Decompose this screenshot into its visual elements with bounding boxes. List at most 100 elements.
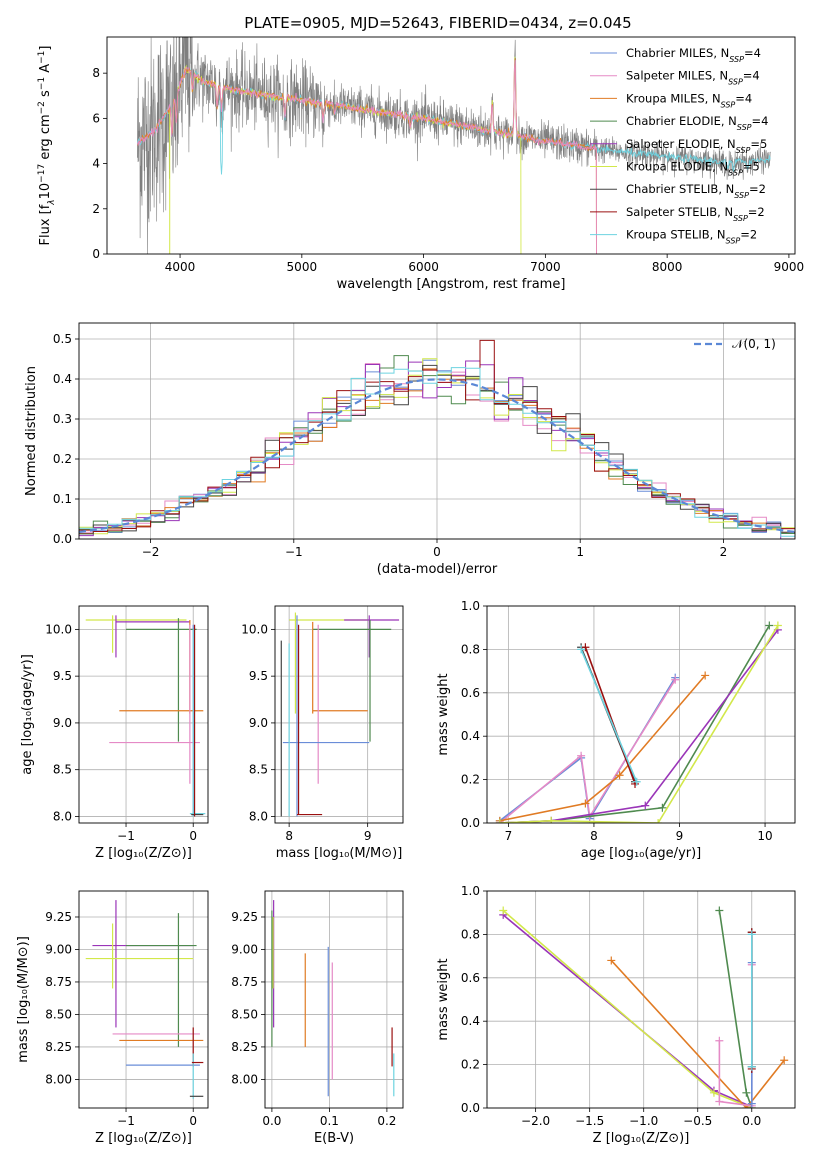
x-tick-label: 0.1 <box>320 1114 339 1128</box>
series-chabrier_elodie <box>499 625 770 823</box>
series-kroupa_stelib <box>580 649 638 783</box>
y-tick-label: 0.4 <box>53 372 72 386</box>
figure-title: PLATE=0905, MJD=52643, FIBERID=0434, z=0… <box>244 14 631 32</box>
x-axis-label: age [log₁₀(age/yr)] <box>581 846 702 861</box>
y-label-part: 10 <box>38 183 53 200</box>
marker-kroupa_elodie <box>654 819 663 823</box>
mass-vs-Z-panel: −1 0 8.00 8.25 8.50 8.75 9.00 9.25 Z [log₁₀(Z/Z⊙… <box>16 890 209 1146</box>
y-tick-label: 0.8 <box>461 927 480 941</box>
x-tick-label: 0.0 <box>742 1114 761 1128</box>
x-tick-label: 5000 <box>287 260 318 274</box>
marker-chabrier_elodie <box>765 621 774 630</box>
marker-kroupa_stelib <box>747 1062 756 1071</box>
y-tick-label: 0.6 <box>461 686 480 700</box>
legend-suffix: =4 <box>735 91 752 105</box>
marker-salpeter_miles <box>671 675 680 684</box>
x-tick-label: 0.2 <box>377 1114 396 1128</box>
errorbar-group <box>271 900 395 1097</box>
series-group <box>499 906 789 1108</box>
x-tick-label: −2.0 <box>521 1114 550 1128</box>
x-tick-label: 0 <box>189 1114 197 1128</box>
y-tick-label: 10.0 <box>45 622 72 636</box>
legend-suffix: =5 <box>743 160 760 174</box>
x-tick-label: −1.5 <box>575 1114 604 1128</box>
mass-weight-vs-age-panel: 7 8 9 10 0.0 0.2 0.4 0.6 0.8 1.0 age [log₁₀(age/yr… <box>436 599 796 861</box>
y-tick-label: 0.0 <box>461 1101 480 1115</box>
legend-text: Salpeter MILES, N <box>626 69 728 83</box>
y-label-part: λ <box>47 199 57 205</box>
marker-kroupa_miles <box>701 671 710 680</box>
y-label-part: Flux [f <box>38 204 53 245</box>
x-tick-label: −2 <box>142 545 160 559</box>
marker-kroupa_elodie <box>495 819 504 823</box>
y-tick-label: 0.2 <box>461 1058 480 1072</box>
y-tick-label: 8.0 <box>53 809 72 823</box>
y-axis-label: age [log₁₀(age/yr)] <box>20 654 35 775</box>
marker-salpeter_miles <box>715 1097 724 1106</box>
legend-label: 𝒩(0, 1) <box>732 337 776 351</box>
y-label-part: s <box>38 90 53 101</box>
axes-frame <box>106 36 796 255</box>
y-tick-label: 1.0 <box>461 599 480 613</box>
x-axis-label: E(B-V) <box>314 1131 354 1146</box>
axes-frame <box>78 890 209 1109</box>
axes-frame <box>78 605 209 824</box>
x-tick-label: 9000 <box>774 260 805 274</box>
y-tick-label: 2 <box>92 202 100 216</box>
x-tick-label: −1.0 <box>629 1114 658 1128</box>
legend-suffix: =4 <box>744 46 761 60</box>
x-axis-label: mass [log₁₀(M/M⊙)] <box>276 846 403 861</box>
legend-sub: SSP <box>728 77 743 86</box>
legend-label: Salpeter ELODIE, NSSP=5 <box>626 137 767 155</box>
marker-salpeter_stelib <box>581 643 590 652</box>
marker-chabrier_elodie <box>658 803 667 812</box>
y-tick-label: 9.00 <box>231 942 258 956</box>
y-axis-label: mass weight <box>436 673 451 755</box>
axes-frame <box>78 322 796 540</box>
x-tick-label: 0 <box>433 545 441 559</box>
y-label-part: −1 <box>37 51 47 64</box>
legend-sub: SSP <box>729 55 744 64</box>
marker-kroupa_miles <box>780 1056 789 1065</box>
legend-sub: SSP <box>721 100 736 109</box>
y-tick-label: 0.4 <box>461 1014 480 1028</box>
y-label-part: ] <box>38 46 53 51</box>
x-tick-label: 4000 <box>165 260 196 274</box>
y-label-part: A <box>38 64 53 77</box>
y-tick-label: 0.8 <box>461 642 480 656</box>
marker-kroupa_miles <box>581 799 590 808</box>
y-tick-label: 8 <box>92 66 100 80</box>
marker-chabrier_elodie <box>715 906 724 915</box>
spectrum-panel: 4000 5000 6000 7000 8000 9000 0 2 4 6 8 wavelength … <box>37 36 805 292</box>
residuals-panel: −2 −1 0 1 2 0.0 0.1 0.2 0.3 0.4 0.5 (data-model)/er… <box>24 322 796 577</box>
legend-label: Chabrier ELODIE, NSSP=4 <box>626 114 768 132</box>
legend-suffix: =2 <box>740 228 757 242</box>
legend-text: Kroupa ELODIE, N <box>626 160 728 174</box>
legend-suffix: =4 <box>743 69 760 83</box>
legend-suffix: =4 <box>752 114 769 128</box>
x-tick-label: 0.0 <box>262 1114 281 1128</box>
y-tick-label: 0.5 <box>53 332 72 346</box>
legend-sub: SSP <box>737 123 752 132</box>
x-tick-label: 10 <box>757 829 772 843</box>
y-tick-label: 8.25 <box>231 1040 258 1054</box>
y-tick-label: 0.4 <box>461 729 480 743</box>
x-axis-label: Z [log₁₀(Z/Z⊙)] <box>95 1131 192 1146</box>
series-kroupa_miles <box>499 674 706 822</box>
x-tick-label: 0 <box>189 829 197 843</box>
series-kroupa_elodie <box>499 625 779 823</box>
y-tick-label: 8.00 <box>231 1072 258 1086</box>
y-axis-label: Flux [fλ10−17 erg cm−2 s−1 A−1] <box>37 46 57 246</box>
mass-weight-vs-Z-panel: −2.0 −1.5 −1.0 −0.5 0.0 0.0 0.2 0.4 0.6 0.8 1.0 Z [… <box>436 884 796 1146</box>
legend-text: Salpeter ELODIE, N <box>626 137 736 151</box>
y-tick-label: 8.75 <box>45 975 72 989</box>
axes-frame <box>486 890 796 1109</box>
errorbar-group <box>85 900 204 1099</box>
x-axis-label: Z [log₁₀(Z/Z⊙)] <box>95 846 192 861</box>
marker-kroupa_elodie <box>499 906 508 915</box>
y-tick-label: 8.25 <box>45 1040 72 1054</box>
marker-chabrier_miles <box>747 1099 756 1108</box>
x-tick-label: 9 <box>676 829 684 843</box>
y-tick-label: 0.2 <box>53 452 72 466</box>
